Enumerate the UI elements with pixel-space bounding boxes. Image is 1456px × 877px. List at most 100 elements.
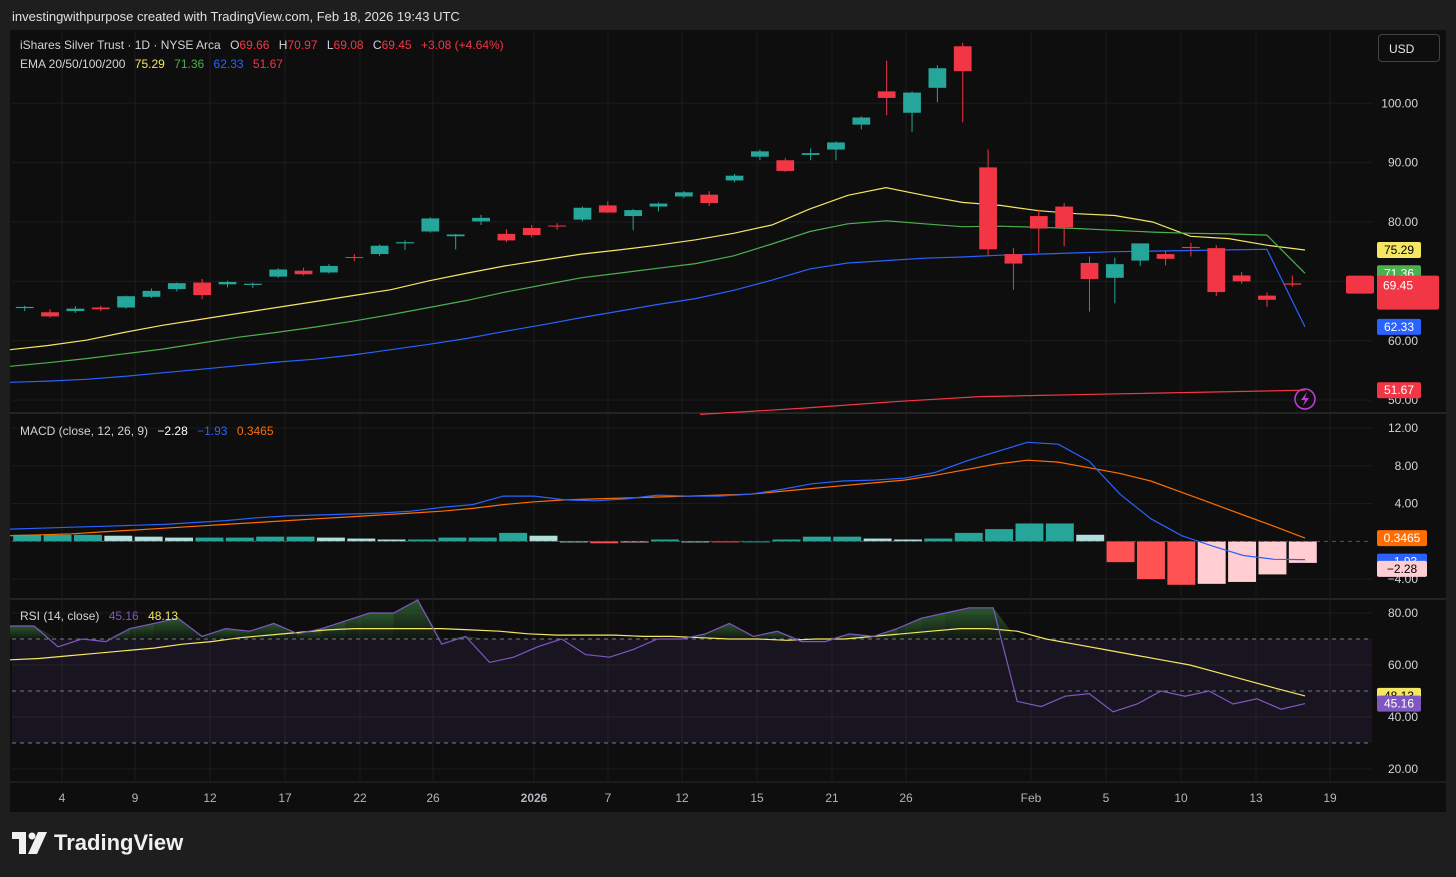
rsi-overbought-fill	[201, 628, 226, 639]
rsi-label[interactable]: RSI (14, close)	[20, 609, 100, 623]
macd-histogram-bar	[165, 537, 194, 542]
rsi-tick-label: 40.00	[1388, 710, 1418, 724]
x-tick-label: 17	[278, 791, 292, 805]
ohlc-close: C69.45	[372, 38, 412, 52]
symbol-name[interactable]: iShares Silver Trust · 1D · NYSE Arca	[20, 38, 221, 52]
macd-histogram-bar	[1197, 541, 1226, 584]
macd-histogram-bar	[286, 536, 315, 542]
macd-label[interactable]: MACD (close, 12, 26, 9)	[20, 424, 149, 438]
rsi-overbought-fill	[945, 607, 970, 639]
macd-histogram-bar	[1106, 541, 1135, 563]
rsi-overbought-fill	[105, 628, 130, 639]
x-tick-label: 12	[675, 791, 689, 805]
candle-body	[1131, 243, 1150, 261]
candle-body	[41, 312, 59, 317]
x-tick-label: 26	[426, 791, 440, 805]
rsi-value: 45.16	[108, 609, 139, 623]
ema50-value: 71.36	[174, 57, 205, 71]
ema100-value: 62.33	[213, 57, 244, 71]
rsi-line	[10, 599, 1306, 713]
ema20-badge-bg	[1377, 241, 1421, 258]
tradingview-logo[interactable]: TradingView	[12, 830, 183, 856]
x-tick-label: 26	[899, 791, 913, 805]
ema200-badge-bg	[1377, 382, 1421, 399]
brand-name: TradingView	[54, 830, 184, 855]
price-pane	[9, 42, 1306, 415]
candle-body	[1055, 206, 1074, 228]
macd-histogram-bar	[195, 537, 224, 542]
macd-hist-badge: −2.28	[1387, 562, 1418, 576]
macd-histogram-bar	[954, 532, 983, 542]
candle-body	[700, 194, 719, 203]
candle-body	[674, 192, 693, 197]
macd-histogram-bar	[772, 539, 801, 542]
macd-histogram-bar	[833, 536, 862, 542]
candle-body	[1156, 254, 1175, 259]
candle-body	[218, 281, 237, 285]
ema20-badge: 75.29	[1384, 243, 1414, 257]
macd-histogram-bar	[529, 535, 558, 542]
chart-background	[10, 30, 1446, 812]
x-tick-label: 21	[825, 791, 839, 805]
candle-body	[928, 68, 947, 88]
x-tick-label: 12	[203, 791, 217, 805]
macd-legend: MACD (close, 12, 26, 9) −2.28 −1.93 0.34…	[20, 424, 280, 438]
candle-body	[877, 91, 896, 98]
candle-body	[396, 242, 414, 244]
candle-body	[193, 282, 212, 296]
ema-label[interactable]: EMA 20/50/100/200	[20, 57, 126, 71]
macd-histogram-bar	[1045, 523, 1074, 542]
macd-histogram-bar	[104, 535, 133, 542]
macd-histogram-bar	[1015, 523, 1044, 542]
candle-body	[827, 142, 845, 150]
macd-histogram-bar	[134, 536, 163, 542]
candle-body	[1283, 283, 1302, 285]
x-tick-label: 9	[132, 791, 139, 805]
macd-histogram-bar	[73, 534, 102, 542]
macd-histogram-bar	[468, 537, 497, 542]
rsi-overbought-fill	[273, 623, 298, 639]
rsi-overbought-fill	[225, 628, 250, 639]
rsi-overbought-fill	[34, 626, 58, 639]
macd-tick-label: 8.00	[1395, 459, 1419, 473]
candle-body	[91, 307, 110, 310]
candle-body	[1029, 216, 1048, 229]
last-price-badge: 69.45	[1383, 279, 1413, 293]
rsi-pane	[9, 599, 1372, 744]
x-tick-label: Feb	[1021, 791, 1042, 805]
macd-histogram-bar	[1136, 541, 1165, 580]
candle-body	[979, 167, 997, 250]
candle-body	[15, 306, 34, 309]
ema-legend: EMA 20/50/100/200 75.29 71.36 62.33 51.6…	[20, 57, 289, 71]
x-tick-label: 22	[353, 791, 367, 805]
rsi-badge: 45.16	[1384, 697, 1414, 711]
lightning-icon[interactable]	[1294, 388, 1316, 410]
macd-tick-label: 4.00	[1395, 497, 1419, 511]
candle-body	[776, 160, 795, 171]
rsi-overbought-fill	[705, 623, 730, 639]
rsi-tick-label: 60.00	[1388, 658, 1418, 672]
candle-body	[573, 207, 592, 220]
candle-body	[167, 283, 186, 290]
candle-body	[953, 46, 972, 72]
x-tick-label: 5	[1103, 791, 1110, 805]
ohlc-high: H70.97	[278, 38, 318, 52]
macd-signal-badge-bg	[1377, 530, 1427, 547]
candle-body	[117, 296, 135, 308]
x-tick-label: 4	[59, 791, 66, 805]
macd-histogram-bar	[256, 536, 285, 542]
macd-histogram-bar	[651, 539, 679, 542]
currency-button[interactable]: USD	[1378, 34, 1440, 62]
candle-body	[1105, 264, 1124, 278]
candle-body	[801, 153, 820, 155]
candle-body	[1080, 262, 1099, 279]
candle-body	[1232, 275, 1251, 282]
candle-body	[522, 227, 541, 236]
candle-body	[370, 245, 389, 255]
rsi-tick-label: 80.00	[1388, 606, 1418, 620]
y-tick-label: 80.00	[1388, 215, 1418, 229]
rsi-tick-label: 20.00	[1388, 762, 1418, 776]
rsi-overbought-fill	[969, 607, 994, 639]
y-tick-label: 90.00	[1388, 156, 1418, 170]
